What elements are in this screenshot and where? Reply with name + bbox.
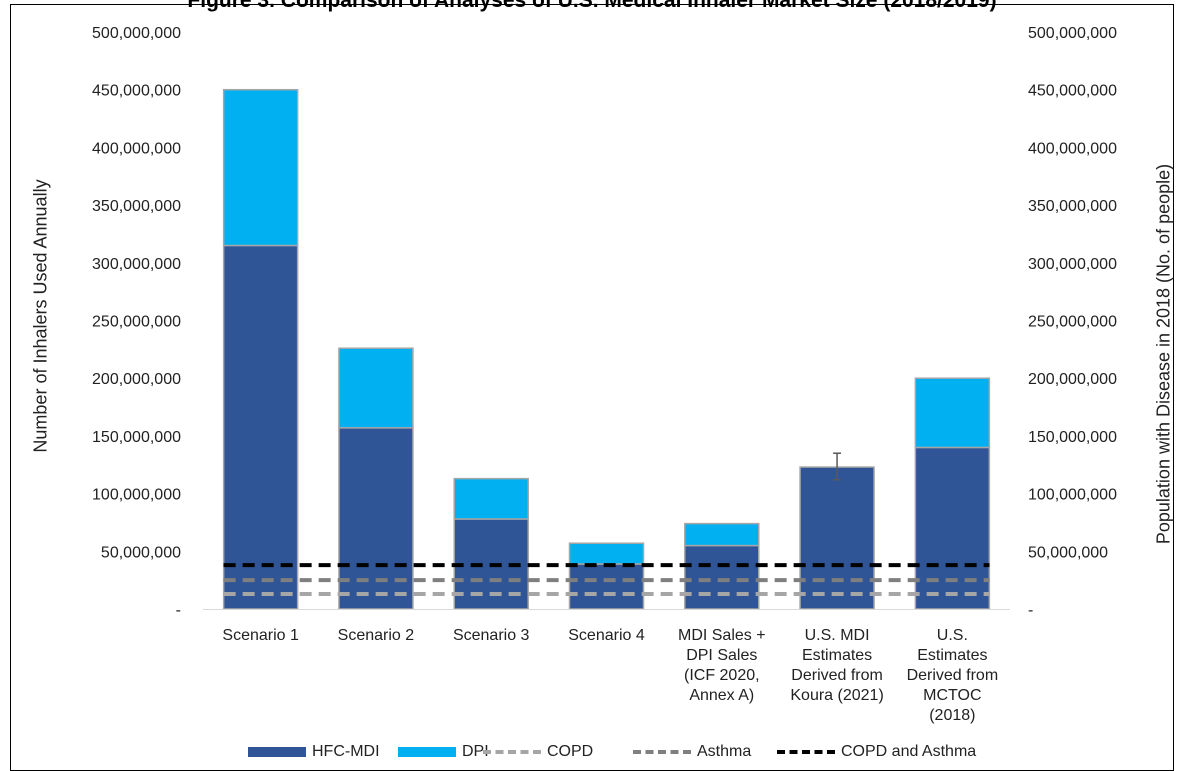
- y-tick-label: 450,000,000: [92, 83, 181, 100]
- legend-swatch-asthma: [633, 750, 691, 754]
- bar-hfc-mdi: [222, 244, 299, 610]
- y2-tick-label: 400,000,000: [1028, 140, 1117, 157]
- bar-hfc-mdi: [568, 563, 645, 610]
- error-bars: [833, 452, 842, 481]
- bar-dpi: [684, 522, 760, 547]
- y-tick-label: 500,000,000: [92, 25, 181, 42]
- y-tick-label: 100,000,000: [92, 487, 181, 504]
- bar-dpi: [453, 477, 529, 520]
- y2-tick-label: 100,000,000: [1028, 487, 1117, 504]
- legend-label-copd-and-asthma: COPD and Asthma: [841, 743, 977, 760]
- y2-tick-label: 200,000,000: [1028, 371, 1117, 388]
- reference-lines: [223, 563, 990, 596]
- category-label: Scenario 2: [338, 627, 415, 644]
- category-label: Scenario 4: [568, 627, 645, 644]
- y-tick-label: -: [176, 602, 181, 619]
- legend-item-copd: COPD: [483, 738, 593, 766]
- legend-label-dpi: DPI: [462, 743, 489, 760]
- y2-tick-label: 300,000,000: [1028, 256, 1117, 273]
- legend-label-hfc-mdi: HFC-MDI: [312, 743, 380, 760]
- y2-tick-label: 450,000,000: [1028, 83, 1117, 100]
- category-label: Scenario 1: [222, 627, 299, 644]
- legend-item-copd-and-asthma: COPD and Asthma: [777, 738, 976, 766]
- y2-tick-labels: - 50,000,000 100,000,000 150,000,000 200,000…: [1028, 25, 1117, 619]
- legend-swatch-hfc-mdi: [248, 747, 306, 757]
- y2-axis-title: Population with Disease in 2018 (No. of …: [1153, 163, 1174, 545]
- y2-tick-label: 500,000,000: [1028, 25, 1117, 42]
- y2-tick-label: -: [1028, 602, 1033, 619]
- category-label: MDI Sales + DPI Sales (ICF 2020, Annex A): [678, 627, 766, 704]
- legend-item-dpi: DPI: [398, 738, 489, 766]
- bar-hfc-mdi: [799, 466, 875, 610]
- legend-label-copd: COPD: [547, 743, 594, 760]
- bar-dpi: [222, 88, 299, 247]
- y-tick-label: 150,000,000: [92, 429, 181, 446]
- chart-border: [10, 4, 1174, 771]
- category-label: Scenario 3: [453, 627, 530, 644]
- y-tick-labels: - 50,000,000 100,000,000 150,000,000 200,000…: [92, 25, 181, 619]
- bar-hfc-mdi: [914, 446, 991, 610]
- y-tick-label: 50,000,000: [101, 544, 181, 561]
- bar-hfc-mdi: [684, 544, 760, 610]
- legend-swatch-copd-and-asthma: [777, 750, 835, 754]
- bar-dpi: [914, 377, 991, 449]
- y2-tick-label: 50,000,000: [1028, 544, 1108, 561]
- bar-series: [222, 88, 991, 610]
- legend-item-asthma: Asthma: [633, 738, 751, 766]
- y-tick-label: 250,000,000: [92, 314, 181, 331]
- legend-swatch-copd: [483, 750, 541, 754]
- y-tick-label: 300,000,000: [92, 256, 181, 273]
- figure-title: Figure 3. Comparison of Analyses of U.S.…: [187, 0, 997, 12]
- y-tick-label: 200,000,000: [92, 371, 181, 388]
- category-label: U.S. MDI Estimates Derived from Koura (2021…: [790, 627, 883, 704]
- legend-label-asthma: Asthma: [697, 743, 752, 760]
- y2-tick-label: 350,000,000: [1028, 198, 1117, 215]
- chart-legend: HFC-MDI DPI COPD Asthma COPD and Asthma: [0, 738, 1184, 766]
- legend-item-hfc-mdi: HFC-MDI: [248, 738, 380, 766]
- legend-swatch-dpi: [398, 747, 456, 757]
- category-labels: Scenario 1 Scenario 2 Scenario 3 Scenario 4…: [222, 627, 998, 724]
- bar-dpi: [568, 542, 645, 565]
- category-label: U.S. Estimates Derived from MCTOC (2018): [907, 627, 999, 724]
- y-tick-label: 350,000,000: [92, 198, 181, 215]
- y2-tick-label: 150,000,000: [1028, 429, 1117, 446]
- y-tick-label: 400,000,000: [92, 140, 181, 157]
- y2-tick-label: 250,000,000: [1028, 314, 1117, 331]
- y-axis-title: Number of Inhalers Used Annually: [30, 179, 51, 453]
- bar-dpi: [338, 347, 414, 429]
